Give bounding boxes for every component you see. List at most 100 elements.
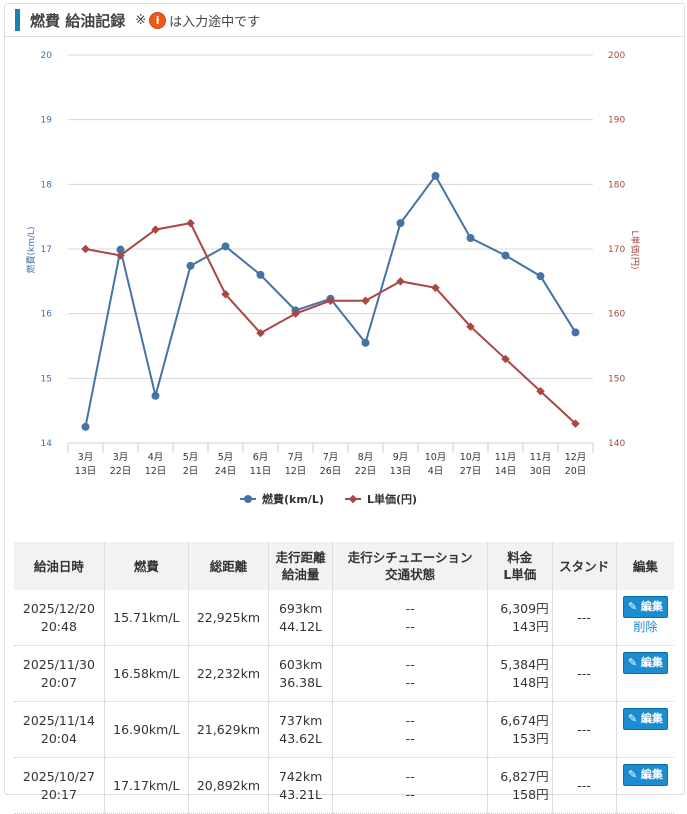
table-cell: --- [552,645,617,702]
cell-date: 2025/10/27 [22,768,95,784]
x-tick-label: 13日 [75,466,97,477]
x-tick-label: 14日 [495,466,517,477]
cell-eff: 15.71km/L [113,609,180,625]
table-row: 2025/10/27 20:17 17.17km/L 20,892km 742km 43.… [14,757,674,814]
table-cell: 6,827円 158円 [487,757,553,814]
column-header: スタンド [552,542,617,590]
table-cell: 20,892km [188,757,270,814]
data-point [536,387,545,396]
data-point [151,391,160,400]
table-cell: 22,232km [188,645,270,702]
x-tick-label: 4日 [428,466,444,477]
x-tick-label: 12日 [145,466,167,477]
data-point [186,218,195,228]
column-header: 走行距離 給油量 [268,542,334,590]
x-tick-label: 22日 [355,466,377,477]
info-icon: i [149,11,167,29]
cell-total: 21,629km [196,721,261,737]
data-point [501,354,510,364]
cell-dist: 742km [278,768,323,784]
cell-traffic: -- [405,786,415,802]
x-tick-label: 9月 [393,452,409,463]
edit-button[interactable]: ✎ 編集 [622,708,668,730]
x-tick-label: 5月 [218,452,234,463]
table-cell: --- [552,590,617,646]
table-cell: 742km 43.21L [268,757,334,814]
legend-marker [244,495,252,503]
edit-label: 編集 [640,768,663,781]
table-row: 2025/12/20 20:48 15.71km/L 22,925km 693km 44.… [14,590,674,646]
cell-eff: 16.58km/L [113,665,180,681]
table-cell: 15.71km/L [104,590,189,646]
edit-button[interactable]: ✎ 編集 [622,764,668,786]
data-point [291,309,300,318]
cell-price: 6,674円 [500,712,549,728]
fuel-chart: 14 140 15 150 16 160 17 170 18 180 19 190 20 200 燃費(km… [25,51,641,506]
cell-time: 20:07 [40,674,77,690]
cell-price: 6,827円 [500,768,549,784]
delete-link[interactable]: 削除 [633,620,658,634]
column-header-label: 交通状態 [385,567,436,582]
cell-time: 20:48 [40,618,77,634]
table-cell: 16.58km/L [104,645,189,702]
data-point [116,251,125,260]
x-tick-label: 27日 [460,466,482,477]
x-tick-label: 2日 [183,466,199,477]
edit-button[interactable]: ✎ 編集 [622,652,668,674]
edit-icon: ✎ [627,768,638,781]
data-point [81,244,90,254]
cell-sit: -- [405,768,415,784]
x-tick-label: 22日 [110,466,132,477]
data-point [326,296,335,305]
table-cell: --- [552,701,617,758]
edit-button[interactable]: ✎ 編集 [622,596,668,618]
column-header: 給油日時 [14,542,105,590]
edit-label: 編集 [640,712,663,725]
edit-cell: ✎ 編集 [616,645,674,702]
table-cell: 603km 36.38L [268,645,334,702]
legend-label: 燃費(km/L) [261,492,324,506]
table-cell: 2025/11/14 20:04 [14,701,105,758]
x-tick-label: 20日 [565,466,587,477]
edit-icon: ✎ [627,712,638,725]
cell-sit: -- [405,656,415,672]
data-point [431,283,440,293]
table-cell: 21,629km [188,701,270,758]
data-point [221,242,230,251]
edit-icon: ✎ [627,656,638,669]
table-cell: 22,925km [188,590,270,646]
column-header-label: 走行シチュエーション [347,550,473,565]
table-cell: 2025/10/27 20:17 [14,757,105,814]
y-tick-right: 200 [608,51,625,61]
panel-header: 燃費 給油記録 ※ i は入力途中です [5,4,684,37]
cell-stand: --- [577,665,591,681]
edit-cell: ✎ 編集 [616,701,674,758]
table-cell: 5,384円 148円 [487,645,553,702]
cell-traffic: -- [405,730,415,746]
edit-icon: ✎ [627,600,638,613]
table-cell: 737km 43.62L [268,701,334,758]
data-point [186,261,195,270]
cell-time: 20:04 [40,730,77,746]
cell-date: 2025/11/30 [22,656,95,672]
column-header: 料金 L単価 [487,542,553,590]
data-point [81,422,90,431]
column-header-label: L単価 [503,567,537,582]
x-tick-label: 6月 [253,452,269,463]
edit-label: 編集 [640,600,663,613]
x-tick-label: 3月 [113,452,129,463]
cell-total: 22,232km [196,665,261,681]
cell-fuel: 36.38L [279,674,322,690]
data-point [431,171,440,180]
x-tick-label: 12日 [285,466,307,477]
legend-marker [348,494,358,504]
data-point [466,322,475,331]
table-cell: 6,309円 143円 [487,590,553,646]
table-cell: 17.17km/L [104,757,189,814]
y-tick-left: 14 [41,439,53,449]
cell-stand: --- [577,777,591,793]
data-point [571,419,580,428]
column-header-label: 燃費 [133,558,159,574]
cell-eff: 16.90km/L [113,721,180,737]
data-point [256,328,265,338]
